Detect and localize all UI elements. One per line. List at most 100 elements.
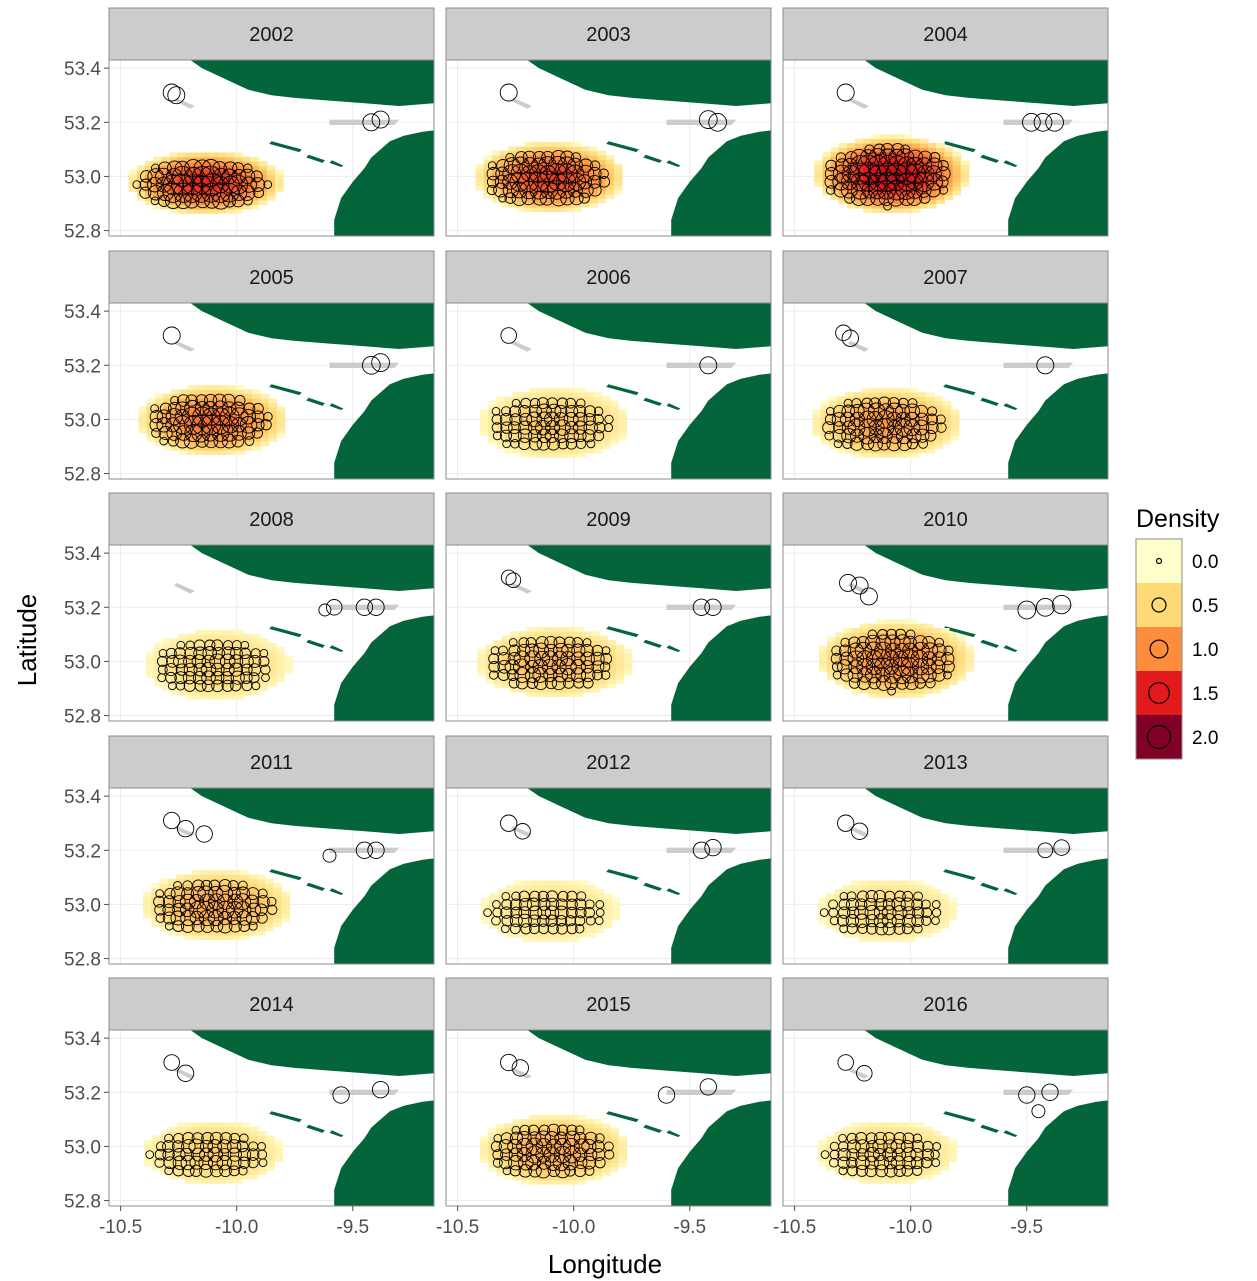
density-cell: [219, 690, 228, 696]
land-connemara: [504, 788, 771, 834]
density-cell: [553, 1114, 563, 1120]
survey-point: [239, 416, 258, 434]
density-cell: [569, 392, 579, 397]
y-tick-label: 52.8: [64, 222, 101, 243]
survey-point: [189, 900, 207, 919]
density-cell: [512, 1123, 522, 1129]
density-cell: [911, 147, 921, 153]
land-island: [306, 639, 325, 648]
survey-point: [231, 194, 245, 208]
survey-point: [547, 1123, 561, 1137]
density-cell: [623, 666, 633, 671]
survey-point: [575, 906, 587, 919]
density-cell: [480, 422, 489, 428]
survey-point: [200, 879, 213, 892]
density-cell: [875, 919, 884, 925]
density-cell: [589, 176, 598, 182]
density-cell: [186, 664, 196, 670]
density-cell: [845, 400, 854, 406]
density-cell: [561, 1127, 571, 1133]
density-cell: [558, 640, 568, 645]
density-cell: [550, 674, 560, 680]
survey-point: [573, 420, 588, 435]
density-cell: [274, 1152, 284, 1158]
density-cell: [597, 168, 607, 173]
survey-point: [180, 1155, 196, 1171]
density-cell: [154, 402, 164, 408]
density-cell: [258, 1170, 267, 1175]
density-cell: [623, 657, 633, 663]
density-cell: [183, 904, 193, 910]
density-cell: [546, 928, 556, 933]
density-cell: [892, 628, 901, 633]
density-cell: [176, 1131, 186, 1136]
density-cell: [908, 675, 918, 681]
legend-key-circle: [1148, 682, 1170, 704]
density-cell: [265, 878, 274, 884]
density-cell: [574, 687, 584, 693]
survey-point: [511, 398, 521, 408]
density-cell: [916, 671, 926, 677]
density-cell: [248, 891, 258, 897]
density-cell: [219, 398, 229, 403]
density-cell: [228, 398, 237, 403]
gray-area: [1003, 362, 1074, 368]
density-cell: [546, 906, 556, 912]
gray-area: [848, 1067, 869, 1079]
density-cell: [910, 409, 919, 415]
density-cell: [871, 190, 880, 196]
density-cell: [195, 424, 205, 429]
survey-point: [529, 398, 541, 409]
density-cell: [607, 679, 616, 684]
gray-area: [174, 825, 195, 837]
density-cell: [944, 164, 953, 170]
survey-point: [251, 418, 265, 432]
density-cell: [892, 623, 901, 629]
density-cell: [605, 168, 615, 173]
survey-point: [836, 83, 855, 102]
density-cell: [875, 1174, 884, 1180]
survey-point: [887, 686, 896, 696]
survey-point: [570, 659, 586, 675]
density-cell: [219, 428, 229, 434]
density-cell: [597, 176, 607, 182]
density-cell: [532, 181, 542, 186]
density-cell: [520, 448, 530, 454]
survey-point: [535, 1130, 552, 1147]
density-cell: [566, 687, 576, 693]
density-cell: [834, 1165, 844, 1171]
density-cell: [529, 1132, 538, 1137]
density-cell: [211, 634, 220, 639]
density-cell: [258, 200, 268, 205]
density-cell: [891, 889, 901, 894]
survey-point: [260, 419, 272, 431]
density-cell: [949, 671, 958, 677]
density-cell: [532, 155, 542, 160]
survey-point: [850, 148, 868, 167]
density-cell: [940, 1148, 949, 1154]
density-cell: [818, 1157, 828, 1162]
density-cell: [570, 880, 580, 886]
survey-point: [355, 841, 374, 859]
density-cell: [520, 1158, 530, 1163]
density-cell: [217, 1178, 227, 1184]
density-cell: [522, 910, 531, 916]
density-cell: [875, 1157, 884, 1162]
density-cell: [550, 683, 560, 689]
survey-point: [838, 898, 851, 911]
density-cell: [585, 444, 595, 449]
density-cell: [924, 1157, 933, 1162]
survey-point: [593, 430, 605, 442]
density-cell: [534, 692, 543, 697]
survey-point: [1022, 112, 1041, 132]
density-cell: [226, 169, 235, 175]
density-cell: [879, 156, 888, 161]
density-cell: [236, 437, 245, 442]
density-cell: [944, 160, 953, 166]
density-cell: [234, 200, 244, 205]
density-cell: [548, 185, 558, 191]
density-cell: [940, 684, 950, 690]
density-cell: [871, 147, 880, 153]
density-cell: [924, 1148, 933, 1154]
density-cell: [489, 910, 499, 916]
